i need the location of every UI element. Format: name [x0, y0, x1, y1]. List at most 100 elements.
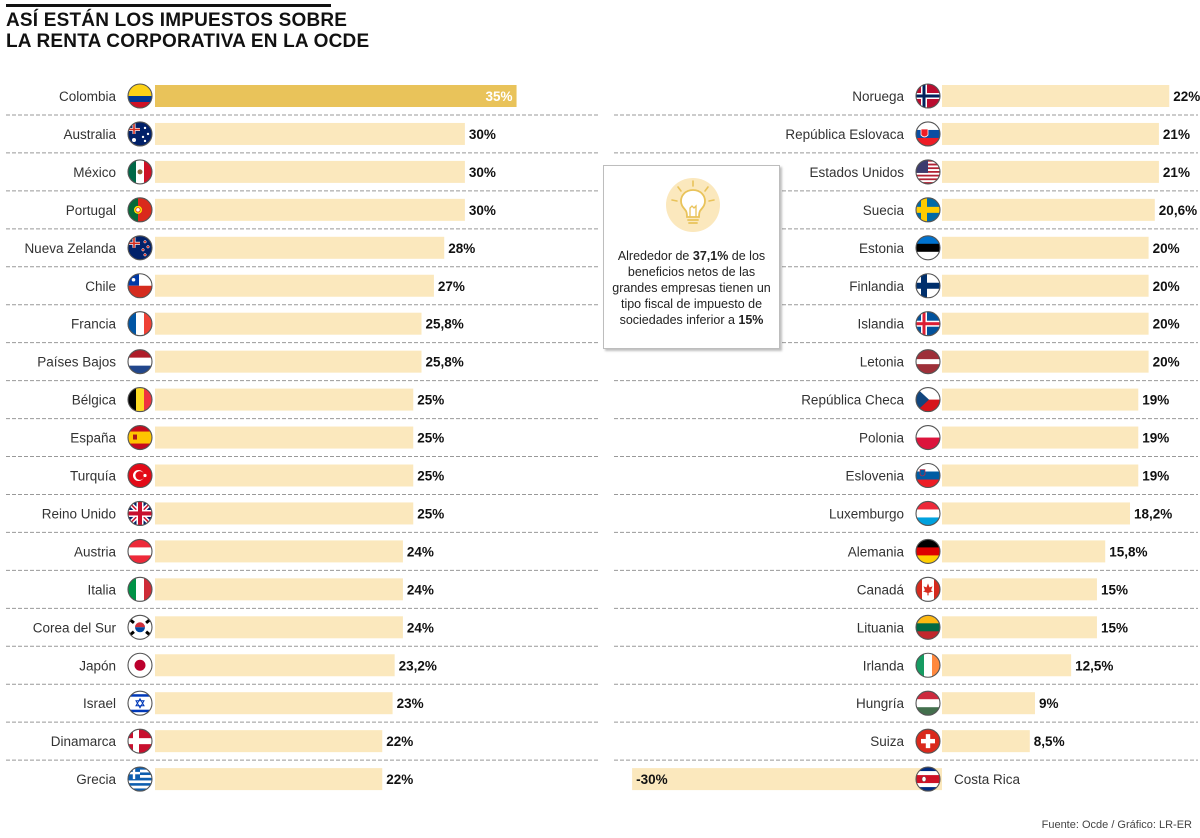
slovakia-flag-outline: [915, 121, 941, 147]
finland-flag-icon: [916, 273, 940, 298]
bar-canada: [942, 578, 1097, 601]
value-label-lituania: 15%: [1101, 620, 1128, 635]
slovenia-flag-icon: [916, 463, 940, 488]
country-label-portugal: Portugal: [66, 203, 116, 218]
info-callout: Alrededor de 37,1% de los beneficios net…: [603, 165, 780, 349]
value-label-eslovenia: 19%: [1142, 469, 1169, 484]
italy-flag-outline: [127, 576, 153, 602]
costa-rica-flag-icon: [916, 767, 940, 792]
bar-letonia: [942, 350, 1149, 373]
value-label-islandia: 20%: [1153, 317, 1180, 332]
callout-value-1: 37,1%: [692, 249, 729, 263]
bar-luxemburgo: [942, 502, 1131, 525]
value-label-australia: 30%: [469, 127, 496, 142]
value-label-noruega: 22%: [1173, 89, 1200, 104]
uk-flag-outline: [127, 500, 153, 527]
bar-francia: [155, 312, 422, 335]
value-label-costa-rica: -30%: [636, 772, 668, 787]
country-label-mexico: México: [73, 165, 116, 180]
value-label-mexico: 30%: [469, 165, 496, 180]
turkey-flag-icon: [128, 463, 152, 488]
iceland-flag-icon: [916, 311, 940, 336]
country-label-turquia: Turquía: [70, 469, 117, 484]
bar-suiza: [942, 730, 1030, 753]
austria-flag-outline: [127, 538, 153, 564]
country-label-grecia: Grecia: [76, 772, 116, 787]
hungary-flag-outline: [915, 690, 941, 716]
value-label-corea-del-sur: 24%: [407, 620, 434, 635]
spain-flag-outline: [127, 424, 153, 451]
country-label-australia: Australia: [63, 127, 116, 142]
luxembourg-flag-icon: [916, 501, 940, 526]
denmark-flag-outline: [127, 728, 153, 754]
chart-title-line-2: LA RENTA CORPORATIVA EN LA OCDE: [6, 31, 370, 52]
bar-islandia: [942, 312, 1149, 335]
chart-title: ASÍ ESTÁN LOS IMPUESTOS SOBRE LA RENTA C…: [6, 10, 369, 52]
canada-flag-outline: [915, 576, 941, 602]
canada-flag-icon: [916, 577, 940, 602]
country-label-letonia: Letonia: [860, 355, 905, 370]
estonia-flag-icon: [916, 235, 940, 260]
hungary-flag-icon: [916, 691, 940, 716]
denmark-flag-icon: [128, 729, 152, 754]
mexico-flag-outline: [127, 159, 153, 185]
poland-flag-outline: [915, 424, 941, 451]
czech-flag-outline: [915, 387, 941, 413]
callout-value-2: 15%: [738, 313, 764, 327]
value-label-canada: 15%: [1101, 582, 1128, 597]
bar-japon: [155, 654, 395, 677]
bar-eslovenia: [942, 464, 1139, 487]
latvia-flag-outline: [915, 349, 941, 375]
bar-suecia: [942, 198, 1155, 221]
turkey-flag-outline: [127, 462, 153, 489]
colombia-flag-icon: [128, 84, 152, 108]
bar-italia: [155, 578, 403, 601]
south-korea-flag-icon: [128, 615, 152, 640]
value-label-suecia: 20,6%: [1159, 203, 1197, 218]
bar-mexico: [155, 160, 465, 183]
value-label-colombia: 35%: [486, 89, 513, 104]
germany-flag-icon: [916, 539, 940, 564]
value-label-irlanda: 12,5%: [1075, 658, 1113, 673]
australia-flag-outline: [127, 121, 153, 147]
country-label-japon: Japón: [79, 658, 116, 673]
new-zealand-flag-icon: [128, 235, 152, 260]
value-label-alemania: 15,8%: [1109, 544, 1147, 559]
country-label-espana: España: [70, 431, 116, 446]
bar-alemania: [942, 540, 1106, 563]
bar-chile: [155, 274, 434, 297]
source-note: Fuente: Ocde / Gráfico: LR-ER: [1041, 819, 1192, 831]
country-label-reino-unido: Reino Unido: [42, 506, 116, 521]
value-label-israel: 23%: [397, 696, 424, 711]
value-label-portugal: 30%: [469, 203, 496, 218]
bar-austria: [155, 540, 403, 563]
country-label-republica-eslovaca: República Eslovaca: [785, 127, 904, 142]
slovakia-flag-icon: [916, 121, 940, 146]
bar-irlanda: [942, 654, 1072, 677]
value-label-estados-unidos: 21%: [1163, 165, 1190, 180]
portugal-flag-outline: [127, 197, 153, 223]
value-label-dinamarca: 22%: [386, 734, 413, 749]
value-label-hungria: 9%: [1039, 696, 1059, 711]
country-label-islandia: Islandia: [857, 317, 904, 332]
norway-flag-icon: [916, 84, 940, 108]
value-label-espana: 25%: [417, 431, 444, 446]
bar-polonia: [942, 426, 1139, 449]
country-label-dinamarca: Dinamarca: [51, 734, 117, 749]
value-label-turquia: 25%: [417, 469, 444, 484]
value-label-reino-unido: 25%: [417, 506, 444, 521]
ireland-flag-outline: [915, 652, 941, 678]
bar-paises-bajos: [155, 350, 422, 373]
bar-israel: [155, 692, 393, 715]
country-label-estonia: Estonia: [859, 241, 905, 256]
value-label-italia: 24%: [407, 582, 434, 597]
country-label-lituania: Lituania: [857, 620, 905, 635]
country-label-polonia: Polonia: [859, 431, 905, 446]
france-flag-icon: [128, 311, 152, 336]
bar-australia: [155, 122, 465, 145]
czech-flag-icon: [916, 387, 940, 412]
country-label-suiza: Suiza: [870, 734, 904, 749]
chile-flag-icon: [128, 273, 152, 298]
value-label-estonia: 20%: [1153, 241, 1180, 256]
lithuania-flag-icon: [916, 615, 940, 640]
